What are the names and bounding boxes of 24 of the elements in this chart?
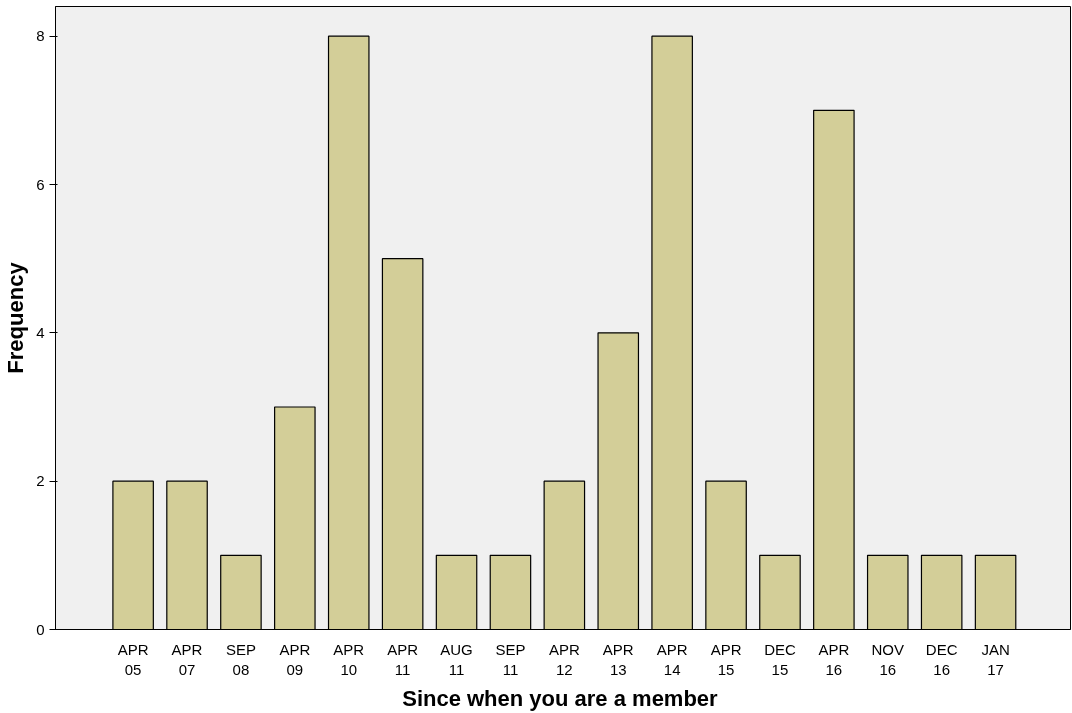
x-tick-label: DEC 16 xyxy=(925,640,958,678)
x-tick-label: APR 15 xyxy=(710,640,742,678)
x-tick-label: APR 09 xyxy=(279,640,311,678)
y-axis-title: Frequency xyxy=(3,261,29,374)
x-tick-label: APR 12 xyxy=(548,640,580,678)
x-tick-label: APR 10 xyxy=(333,640,365,678)
x-tick-label: APR 13 xyxy=(602,640,634,678)
y-tick-label: 4 xyxy=(36,323,45,341)
y-tick-label: 8 xyxy=(36,27,45,45)
x-tick-label: APR 07 xyxy=(171,640,203,678)
x-tick-label: APR 14 xyxy=(656,640,688,678)
y-tick-label: 6 xyxy=(36,175,45,193)
x-tick-label: APR 16 xyxy=(818,640,850,678)
y-tick-label: 2 xyxy=(36,472,45,490)
x-tick-label: APR 05 xyxy=(117,640,149,678)
y-tick-label: 0 xyxy=(36,620,45,638)
x-tick-label: NOV 16 xyxy=(871,640,905,678)
x-tick-label: JAN 17 xyxy=(981,640,1010,678)
x-tick-label: APR 11 xyxy=(387,640,419,678)
x-tick-label: DEC 15 xyxy=(764,640,796,678)
x-tick-label: SEP 08 xyxy=(225,640,256,678)
x-tick-label: SEP 11 xyxy=(495,640,526,678)
x-axis-title: Since when you are a member xyxy=(402,685,719,711)
x-tick-label: AUG 11 xyxy=(440,640,473,678)
